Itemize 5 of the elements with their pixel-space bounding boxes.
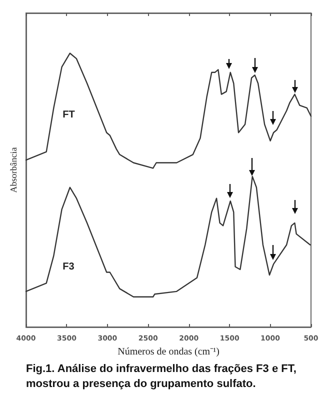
- y-axis-title: Absorbância: [8, 147, 18, 193]
- series-label: FT: [62, 109, 75, 120]
- caption: Fig.1. Análise do infravermelho das frações F3 e FT, mostrou a presença do grupamento sulfato.: [26, 362, 298, 392]
- x-axis-title: Números de ondas (cm⁻¹): [118, 346, 220, 358]
- series-label: F3: [62, 261, 75, 272]
